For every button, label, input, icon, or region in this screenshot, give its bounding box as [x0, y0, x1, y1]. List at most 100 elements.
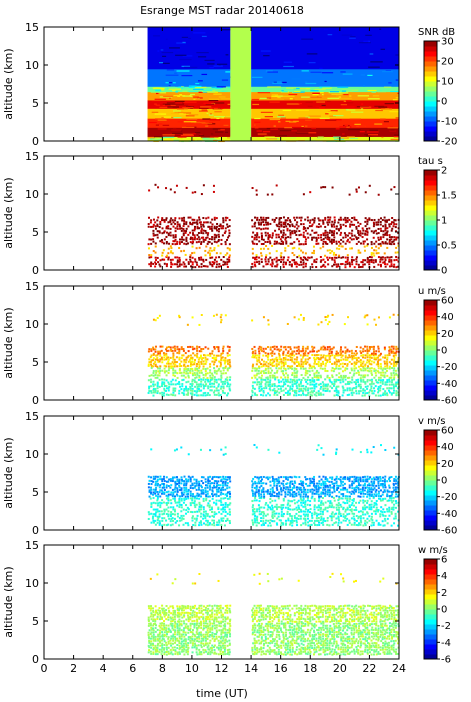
data-cell — [385, 369, 388, 372]
data-cell — [280, 390, 283, 393]
data-cell — [324, 234, 327, 237]
data-cell — [166, 387, 169, 390]
data-cell — [317, 499, 320, 502]
data-cell — [351, 223, 354, 226]
data-cell — [324, 486, 327, 489]
data-cell — [224, 503, 227, 506]
y-tick-label: 15 — [25, 21, 39, 34]
data-cell — [282, 393, 285, 396]
data-cell — [286, 358, 289, 361]
data-cell — [397, 232, 400, 235]
data-cell — [202, 497, 205, 500]
data-cell — [278, 391, 281, 394]
data-cell — [185, 221, 188, 224]
data-cell — [339, 216, 342, 219]
data-cell — [381, 369, 384, 372]
data-cell — [222, 219, 225, 222]
data-cell — [365, 361, 368, 364]
data-cell — [212, 262, 215, 265]
data-cell — [391, 506, 394, 509]
data-cell — [346, 260, 349, 263]
data-cell — [161, 345, 164, 348]
data-cell — [342, 515, 345, 518]
data-cell — [210, 242, 213, 245]
data-cell — [342, 484, 345, 487]
data-cell — [395, 493, 398, 496]
data-cell — [372, 496, 375, 499]
data-cell — [373, 376, 376, 379]
data-cell — [373, 387, 376, 390]
data-cell — [280, 367, 283, 370]
data-cell — [187, 367, 190, 370]
data-cell — [302, 223, 305, 226]
data-cell — [200, 378, 203, 381]
data-cell — [209, 449, 212, 452]
data-cell — [284, 491, 287, 494]
data-cell — [380, 367, 383, 370]
data-cell — [390, 265, 393, 268]
data-cell — [344, 216, 347, 219]
snr-cell — [345, 100, 352, 102]
data-cell — [340, 346, 343, 349]
colorbar-tick-label: -20 — [441, 137, 457, 148]
data-cell — [206, 514, 209, 517]
data-cell — [393, 361, 396, 364]
data-cell — [369, 347, 372, 350]
data-cell — [372, 484, 375, 487]
data-cell — [293, 229, 296, 232]
data-cell — [167, 256, 170, 259]
data-cell — [167, 389, 170, 392]
data-cell — [170, 247, 173, 250]
data-cell — [182, 354, 185, 357]
data-cell — [340, 356, 343, 359]
data-cell — [158, 486, 161, 489]
data-cell — [165, 476, 168, 479]
data-cell — [275, 184, 278, 187]
data-cell — [183, 367, 186, 370]
data-cell — [229, 376, 232, 379]
data-cell — [313, 499, 316, 502]
snr-cell — [205, 125, 209, 127]
data-cell — [342, 501, 345, 504]
data-cell — [150, 503, 153, 506]
snr-cell — [319, 86, 331, 88]
data-cell — [271, 352, 274, 355]
data-cell — [198, 503, 201, 506]
snr-cell — [380, 48, 385, 50]
data-cell — [263, 506, 266, 509]
data-cell — [157, 502, 160, 505]
snr-cell — [346, 109, 356, 111]
data-cell — [368, 494, 371, 497]
data-cell — [346, 358, 349, 361]
data-cell — [260, 358, 263, 361]
data-cell — [388, 236, 391, 239]
data-cell — [209, 363, 212, 366]
data-cell — [346, 367, 349, 370]
colorbar-cell — [424, 116, 437, 122]
snr-cell — [209, 119, 221, 121]
data-cell — [220, 479, 223, 482]
data-cell — [226, 352, 229, 355]
snr-cell — [305, 116, 310, 118]
data-cell — [172, 387, 175, 390]
data-cell — [384, 486, 387, 489]
data-cell — [304, 229, 307, 232]
colorbar-label: tau s — [418, 156, 443, 167]
data-cell — [291, 225, 294, 228]
data-cell — [209, 227, 212, 230]
data-cell — [222, 345, 225, 348]
data-cell — [368, 506, 371, 509]
data-cell — [304, 358, 307, 361]
data-cell — [165, 235, 168, 238]
data-cell — [183, 480, 186, 483]
data-cell — [317, 516, 320, 519]
snr-cell — [369, 53, 374, 55]
data-cell — [196, 372, 199, 375]
data-cell — [304, 501, 307, 504]
data-cell — [388, 365, 391, 368]
data-cell — [373, 350, 376, 353]
data-cell — [185, 240, 188, 243]
data-cell — [304, 240, 307, 243]
data-cell — [271, 520, 274, 523]
data-cell — [306, 227, 309, 230]
